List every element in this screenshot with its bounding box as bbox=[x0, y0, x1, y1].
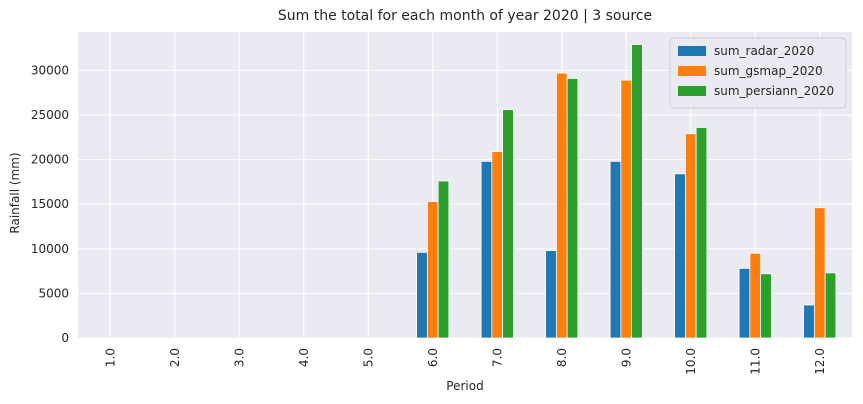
legend-label-sum_gsmap_2020: sum_gsmap_2020 bbox=[714, 64, 823, 78]
legend-label-sum_persiann_2020: sum_persiann_2020 bbox=[714, 84, 834, 98]
legend: sum_radar_2020 sum_gsmap_2020 sum_persiann… bbox=[669, 37, 847, 109]
x-tick-label: 10.0 bbox=[684, 348, 698, 375]
x-tick-label: 7.0 bbox=[490, 348, 504, 367]
y-tick-label: 30000 bbox=[31, 63, 69, 77]
legend-swatch-sum_radar_2020 bbox=[678, 46, 706, 56]
bar-sum_persiann_2020-10.0 bbox=[695, 127, 708, 339]
x-tick-label: 2.0 bbox=[168, 348, 182, 367]
bar-sum_radar_2020-6.0 bbox=[416, 251, 428, 339]
x-tick-label: 11.0 bbox=[748, 348, 762, 375]
bar-sum_gsmap_2020-11.0 bbox=[749, 252, 762, 339]
y-tick-label: 10000 bbox=[31, 242, 69, 256]
y-axis-label: Rainfall (mm) bbox=[8, 152, 22, 233]
bar-sum_persiann_2020-12.0 bbox=[824, 272, 837, 339]
bar-sum_gsmap_2020-8.0 bbox=[555, 72, 568, 339]
x-tick-label: 3.0 bbox=[232, 348, 246, 367]
bar-sum_radar_2020-12.0 bbox=[803, 304, 815, 339]
x-tick-label: 9.0 bbox=[619, 348, 633, 367]
bar-sum_gsmap_2020-6.0 bbox=[426, 201, 439, 339]
y-tick-label: 25000 bbox=[31, 108, 69, 122]
x-tick-labels: 1.0 2.0 3.0 4.0 5.0 6.0 7.0 8.0 9.0 10.0 11.0 12.0 bbox=[103, 348, 827, 375]
legend-box bbox=[669, 37, 847, 109]
y-tick-label: 20000 bbox=[31, 153, 69, 167]
bar-sum_persiann_2020-6.0 bbox=[437, 180, 450, 339]
bar-sum_persiann_2020-8.0 bbox=[566, 77, 579, 339]
x-tick-label: 8.0 bbox=[555, 348, 569, 367]
legend-swatch-sum_gsmap_2020 bbox=[678, 66, 706, 76]
bar-sum_gsmap_2020-9.0 bbox=[620, 79, 633, 339]
bar-sum_radar_2020-10.0 bbox=[674, 173, 686, 339]
x-tick-label: 6.0 bbox=[426, 348, 440, 367]
bar-sum_gsmap_2020-10.0 bbox=[684, 133, 697, 339]
bar-sum_radar_2020-11.0 bbox=[738, 268, 751, 339]
x-tick-label: 1.0 bbox=[103, 348, 117, 367]
bar-sum_gsmap_2020-7.0 bbox=[491, 151, 504, 339]
legend-label-sum_radar_2020: sum_radar_2020 bbox=[714, 44, 814, 58]
x-tick-label: 4.0 bbox=[297, 348, 311, 367]
bar-sum_persiann_2020-9.0 bbox=[631, 44, 643, 339]
bar-sum_radar_2020-8.0 bbox=[545, 250, 557, 339]
bar-sum_gsmap_2020-12.0 bbox=[813, 207, 826, 339]
bar-sum_persiann_2020-7.0 bbox=[502, 109, 514, 339]
y-tick-label: 5000 bbox=[38, 286, 69, 300]
y-tick-label: 15000 bbox=[31, 197, 69, 211]
bar-sum_radar_2020-9.0 bbox=[609, 160, 622, 339]
bars bbox=[416, 44, 837, 339]
legend-swatch-sum_persiann_2020 bbox=[678, 86, 706, 96]
x-tick-label: 12.0 bbox=[813, 348, 827, 375]
y-tick-labels: 0 5000 10000 15000 20000 25000 30000 bbox=[31, 63, 69, 345]
x-axis-label: Period bbox=[446, 379, 483, 393]
bar-sum_radar_2020-7.0 bbox=[480, 160, 493, 339]
x-tick-label: 5.0 bbox=[361, 348, 375, 367]
bar-sum_persiann_2020-11.0 bbox=[760, 273, 772, 339]
chart-title: Sum the total for each month of year 202… bbox=[278, 8, 652, 24]
y-tick-label: 0 bbox=[61, 331, 69, 345]
